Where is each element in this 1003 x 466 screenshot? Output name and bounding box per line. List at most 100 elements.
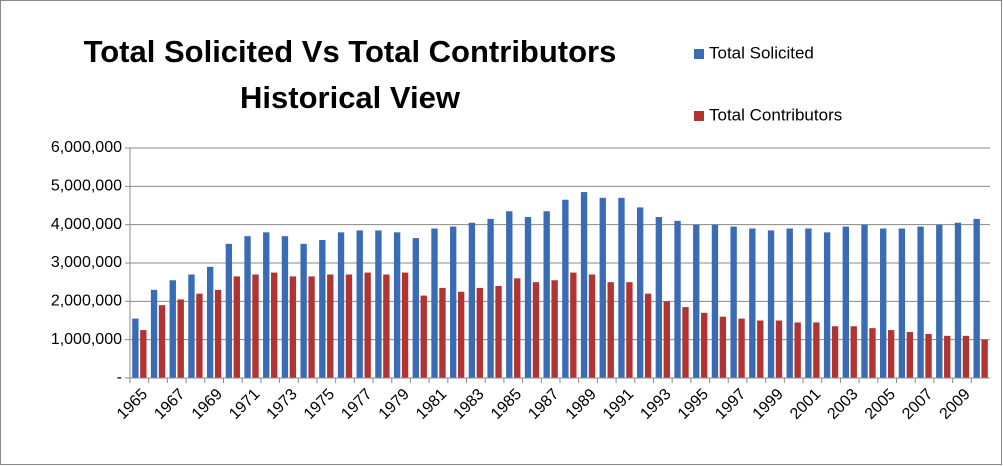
bar: [140, 330, 147, 378]
bar: [308, 276, 315, 378]
bar: [944, 335, 951, 378]
bar: [214, 289, 222, 378]
bar: [188, 274, 195, 378]
y-tick-label: -: [117, 369, 122, 386]
bar: [252, 274, 259, 378]
bar: [551, 280, 558, 378]
bar: [775, 320, 783, 378]
bar: [599, 197, 606, 378]
bar: [457, 291, 465, 378]
bar: [880, 228, 887, 378]
bar: [805, 228, 812, 378]
bar: [393, 232, 401, 378]
bar: [906, 332, 914, 378]
y-tick-label: 6,000,000: [51, 139, 122, 156]
bar: [925, 333, 932, 378]
bar: [150, 289, 158, 378]
bar: [506, 211, 513, 378]
legend-marker: [694, 49, 704, 59]
bar: [618, 197, 625, 378]
bar: [570, 272, 577, 378]
bar: [337, 232, 345, 378]
y-tick-label: 4,000,000: [51, 216, 122, 233]
bar: [233, 276, 240, 378]
bar: [468, 222, 476, 378]
bar: [682, 307, 689, 378]
bar: [767, 230, 775, 378]
bar: [850, 326, 857, 378]
bar: [487, 218, 494, 378]
bar: [973, 218, 980, 378]
bar: [749, 228, 756, 378]
chart-title: Total Solicited Vs Total Contributors: [84, 34, 617, 69]
bar: [719, 316, 727, 378]
bar: [514, 278, 521, 378]
bar: [636, 207, 644, 378]
bar: [730, 226, 737, 378]
bar: [177, 299, 184, 378]
bar: [196, 293, 203, 378]
bar: [655, 217, 663, 378]
bar: [158, 305, 166, 378]
bar: [898, 228, 906, 378]
bar: [962, 335, 970, 378]
bar: [887, 330, 895, 378]
bar: [412, 238, 419, 378]
y-tick-label: 2,000,000: [51, 293, 122, 310]
bar: [263, 232, 270, 378]
legend-marker: [694, 111, 704, 121]
bar: [861, 224, 868, 378]
bar: [364, 272, 371, 378]
chart-title: Historical View: [240, 80, 461, 115]
bar: [663, 301, 670, 378]
bar: [476, 287, 484, 378]
bar: [831, 326, 839, 378]
bar: [626, 282, 633, 378]
bar: [917, 226, 924, 378]
bar: [375, 230, 382, 378]
bar: [524, 217, 532, 378]
bar: [439, 287, 446, 378]
bar: [869, 328, 876, 378]
bar: [786, 228, 793, 378]
bar: [431, 228, 438, 378]
legend-label: Total Contributors: [709, 105, 842, 124]
bar: [562, 199, 569, 378]
bar: [169, 280, 176, 378]
bar: [383, 274, 390, 378]
bar: [543, 211, 550, 378]
y-tick-label: 1,000,000: [51, 331, 122, 348]
bar: [300, 243, 307, 378]
bar: [757, 320, 764, 378]
bar: [244, 236, 251, 378]
bar: [289, 276, 297, 378]
bar: [532, 282, 540, 378]
bar: [794, 322, 801, 378]
bar: [319, 240, 326, 378]
bar: [701, 312, 708, 378]
bar: [607, 282, 614, 378]
bar: [842, 226, 849, 378]
y-tick-label: 5,000,000: [51, 178, 122, 195]
bar: [693, 224, 700, 378]
bar: [327, 274, 334, 378]
bar: [588, 274, 596, 378]
bar: [420, 295, 427, 378]
bar: [674, 220, 681, 378]
bar: [356, 230, 363, 378]
bar: [345, 274, 353, 378]
bar: [580, 192, 588, 378]
bar: [936, 224, 943, 378]
bar: [271, 272, 278, 378]
y-tick-label: 3,000,000: [51, 254, 122, 271]
bar: [954, 222, 962, 378]
bar: [132, 318, 139, 378]
bar: [281, 236, 289, 378]
bar: [495, 286, 502, 378]
bar: [644, 293, 652, 378]
bar: [450, 226, 457, 378]
bar: [711, 224, 719, 378]
bar: [738, 318, 745, 378]
